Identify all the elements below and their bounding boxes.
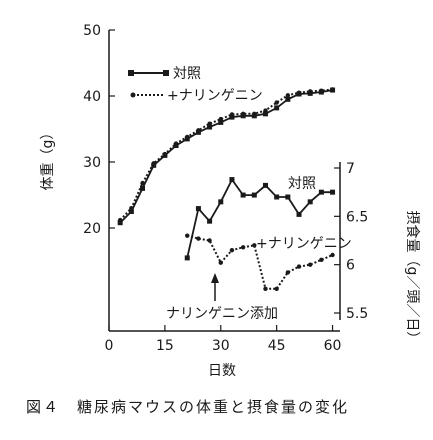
food-control-point: [330, 189, 336, 195]
food-control-point: [285, 194, 291, 200]
weight-naringenin-point: [173, 141, 179, 146]
weight-naringenin-point: [296, 90, 302, 95]
x-tick-label: 30: [212, 338, 230, 354]
weight-naringenin-point: [330, 87, 335, 92]
left-axis-title: 体重（g）: [40, 126, 56, 191]
weight-naringenin-point: [285, 93, 291, 98]
legend: 対照 +ナリンゲニン: [128, 66, 263, 104]
right-tick-label: 5.5: [346, 306, 368, 322]
weight-naringenin-point: [274, 100, 279, 105]
food-control-point: [274, 194, 280, 200]
food-naringenin-point: [252, 243, 257, 248]
weight-control-point: [128, 209, 134, 214]
food-naringenin-point: [296, 264, 302, 269]
right-axis-title: 摂食量（g／頭／日）: [404, 211, 421, 346]
weight-control-point: [274, 105, 280, 111]
food-control-point: [229, 177, 235, 183]
annotation-arrow-label: ナリンゲニン添加: [166, 306, 278, 322]
food-control-point: [184, 255, 190, 261]
weight-naringenin-line: [119, 88, 333, 221]
weight-control-point: [218, 119, 224, 125]
weight-naringenin-point: [185, 134, 190, 140]
right-tick-label: 6: [346, 258, 355, 274]
food-naringenin-point: [196, 236, 201, 241]
series-layer: [117, 87, 336, 292]
weight-naringenin-point: [252, 111, 257, 117]
weight-naringenin-point: [263, 108, 268, 113]
food-naringenin-point: [218, 260, 223, 265]
figure-caption: 図４ 糖尿病マウスの体重と摂食量の変化: [26, 398, 350, 416]
weight-naringenin-point: [218, 116, 223, 122]
weight-naringenin-point: [307, 89, 313, 94]
food-naringenin-point: [185, 233, 190, 238]
food-naringenin-point: [319, 257, 324, 263]
axis-ticks: 20 30 40 50 5.5 6 6.5 7 0 15 30 45 60: [83, 23, 368, 354]
food-control-point: [296, 211, 302, 217]
food-naringenin-point: [229, 247, 235, 253]
food-naringenin-point: [263, 286, 268, 292]
food-naringenin-point: [207, 238, 212, 243]
weight-naringenin-point: [129, 206, 134, 211]
left-tick-label: 40: [83, 89, 101, 105]
right-tick-label: 6.5: [346, 209, 368, 225]
weight-naringenin-point: [140, 180, 145, 186]
naringenin-start-arrow: [211, 273, 219, 301]
weight-control-line: [119, 89, 333, 224]
right-tick-label: 7: [346, 161, 355, 177]
food-naringenin-point: [330, 252, 335, 258]
legend-marker-control: [128, 70, 134, 76]
x-tick-label: 0: [105, 338, 114, 354]
weight-control-point: [262, 111, 268, 117]
left-tick-label: 30: [83, 155, 101, 171]
weight-naringenin-point: [319, 88, 324, 93]
weight-control-point: [117, 220, 123, 226]
food-control-point: [251, 192, 257, 198]
x-tick-label: 60: [324, 338, 342, 354]
weight-naringenin-point: [151, 161, 156, 166]
weight-control-point: [229, 114, 235, 120]
food-control-point: [207, 218, 213, 224]
weight-naringenin-point: [240, 111, 246, 117]
weight-control-point: [140, 185, 146, 191]
weight-control-point: [207, 124, 213, 130]
food-control-point: [262, 182, 268, 188]
annotation-control: 対照: [288, 176, 316, 192]
x-tick-label: 15: [156, 338, 174, 354]
food-control-point: [318, 189, 324, 195]
left-tick-label: 20: [83, 221, 101, 237]
weight-naringenin-point: [117, 217, 123, 223]
legend-label-naringenin: +ナリンゲニン: [167, 88, 263, 104]
food-control-point: [240, 192, 246, 198]
weight-naringenin-point: [207, 121, 212, 126]
weight-naringenin-point: [229, 112, 235, 117]
food-control-point: [218, 199, 224, 205]
food-naringenin-point: [307, 262, 313, 267]
axes-frame: [108, 30, 341, 332]
arrow-head: [211, 273, 219, 283]
x-tick-label: 45: [268, 338, 286, 354]
weight-control-point: [285, 96, 291, 102]
food-naringenin-point: [240, 245, 246, 250]
annotation-naringenin: +ナリンゲニン: [256, 236, 352, 252]
weight-naringenin-point: [196, 128, 201, 133]
weight-naringenin-point: [162, 151, 168, 157]
legend-marker-control-end: [163, 70, 169, 76]
food-control-point: [195, 206, 201, 212]
x-axis-title: 日数: [208, 363, 236, 379]
food-control-point: [307, 199, 313, 205]
food-naringenin-point: [285, 270, 291, 275]
left-tick-label: 50: [83, 23, 101, 39]
food-naringenin-point: [274, 286, 279, 292]
legend-marker-naringenin: [130, 92, 136, 98]
legend-label-control: 対照: [173, 66, 201, 82]
